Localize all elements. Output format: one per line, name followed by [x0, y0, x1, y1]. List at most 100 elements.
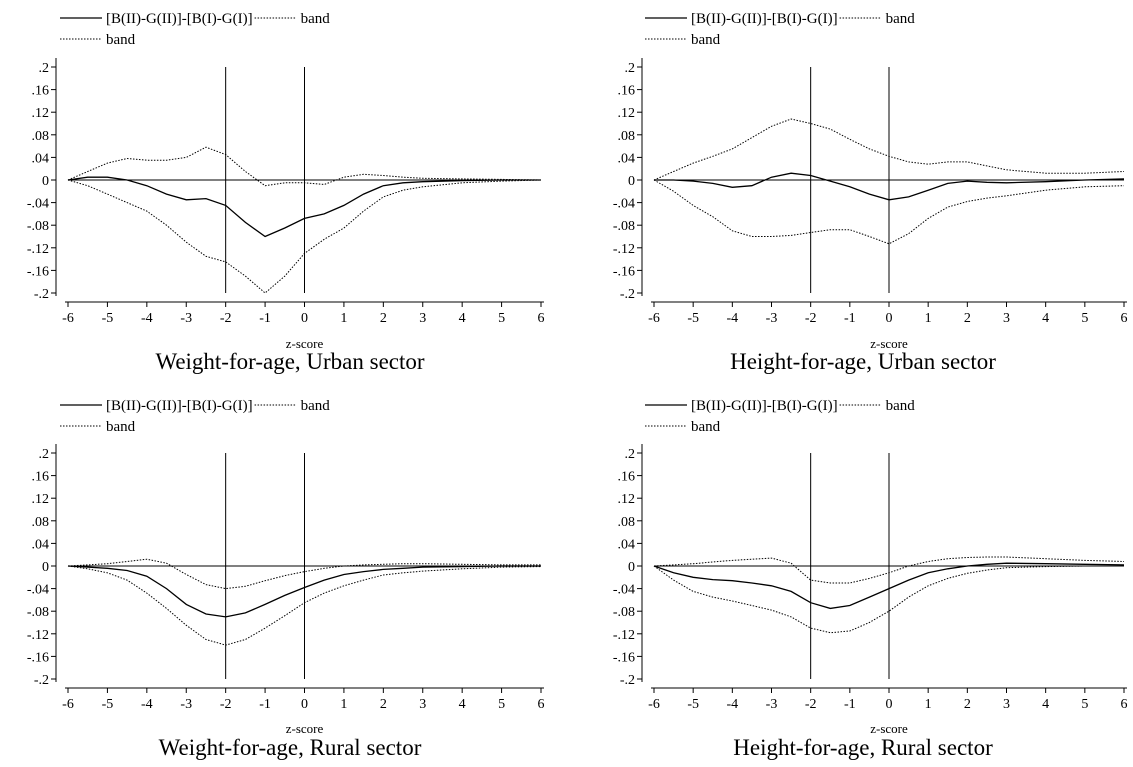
x-tick-label: 2 — [380, 697, 387, 712]
chart-panel: [B(II)-G(II)]-[B(I)-G(I)] band band .2 .16 .1… — [613, 398, 1128, 760]
x-tick-label: -1 — [844, 311, 856, 326]
y-tick-label: .2 — [39, 447, 50, 462]
series-line-difference — [67, 176, 541, 238]
x-tick-label: 1 — [340, 311, 347, 326]
y-tick-label: -.04 — [613, 583, 635, 598]
legend-label: band — [691, 32, 721, 48]
y-tick-label: 0 — [42, 560, 49, 575]
y-tick-label: -.12 — [27, 242, 49, 257]
y-tick-label: -.08 — [27, 219, 49, 234]
y-tick-label: 0 — [628, 174, 635, 189]
legend: [B(II)-G(II)]-[B(I)-G(I)] band band — [645, 11, 915, 48]
legend-label: [B(II)-G(II)]-[B(I)-G(I)] — [691, 11, 838, 27]
x-tick-label: -2 — [805, 311, 817, 326]
chart-panel: [B(II)-G(II)]-[B(I)-G(I)] band band .2 .16 .1… — [27, 11, 545, 374]
series-line-band — [653, 179, 1125, 245]
x-tick-label: -2 — [220, 311, 232, 326]
y-tick-label: -.2 — [620, 287, 635, 302]
y-tick-label: .16 — [618, 470, 636, 485]
chart-caption: Weight-for-age, Urban sector — [155, 349, 424, 374]
y-tick-label: .12 — [32, 106, 50, 121]
x-axis-label: z-score — [286, 336, 324, 351]
legend-label: band — [301, 398, 331, 414]
x-tick-label: -5 — [102, 311, 114, 326]
x-tick-label: 1 — [925, 697, 932, 712]
x-tick-label: -3 — [180, 697, 192, 712]
x-tick-label: 5 — [498, 311, 505, 326]
x-tick-label: 6 — [538, 311, 545, 326]
y-tick-label: .16 — [618, 84, 636, 99]
x-tick-label: 2 — [964, 697, 971, 712]
legend-label: band — [691, 419, 721, 435]
y-tick-label: .16 — [32, 470, 50, 485]
x-tick-label: -4 — [726, 311, 738, 326]
y-tick-label: -.2 — [34, 287, 49, 302]
series-line-difference — [654, 172, 1125, 201]
y-tick-label: .04 — [618, 537, 636, 552]
x-tick-label: 1 — [340, 697, 347, 712]
chart-panel: [B(II)-G(II)]-[B(I)-G(I)] band band .2 .16 .1… — [27, 398, 545, 760]
x-axis-label: z-score — [286, 721, 324, 736]
y-tick-label: -.12 — [613, 628, 635, 643]
x-tick-label: -5 — [687, 311, 699, 326]
y-tick-label: .2 — [39, 61, 50, 76]
y-tick-label: -.16 — [27, 650, 49, 665]
x-tick-label: 0 — [301, 311, 308, 326]
y-tick-label: .2 — [625, 447, 636, 462]
x-tick-label: -6 — [62, 697, 74, 712]
x-tick-label: -4 — [726, 697, 738, 712]
y-tick-label: -.04 — [613, 197, 635, 212]
y-tick-label: 0 — [628, 560, 635, 575]
y-tick-label: .08 — [32, 515, 50, 530]
x-tick-label: -6 — [648, 697, 660, 712]
x-tick-label: 1 — [925, 311, 932, 326]
x-tick-label: 6 — [538, 697, 545, 712]
legend: [B(II)-G(II)]-[B(I)-G(I)] band band — [60, 398, 330, 435]
x-tick-label: -5 — [687, 697, 699, 712]
x-tick-label: -6 — [648, 311, 660, 326]
x-axis-label: z-score — [870, 336, 908, 351]
legend-label: band — [886, 398, 916, 414]
x-tick-label: -4 — [141, 311, 153, 326]
y-tick-label: -.16 — [613, 650, 635, 665]
series-line-band — [67, 146, 542, 187]
legend-label: [B(II)-G(II)]-[B(I)-G(I)] — [106, 398, 253, 414]
x-tick-label: 3 — [1003, 697, 1010, 712]
x-tick-label: 6 — [1121, 311, 1128, 326]
x-tick-label: 3 — [419, 311, 426, 326]
legend-label: band — [886, 11, 916, 27]
y-tick-label: .08 — [618, 129, 636, 144]
x-tick-label: 0 — [886, 311, 893, 326]
legend-label: band — [106, 32, 136, 48]
x-axis-label: z-score — [870, 721, 908, 736]
y-tick-label: .2 — [625, 61, 636, 76]
legend-label: band — [301, 11, 331, 27]
x-tick-label: -3 — [180, 311, 192, 326]
x-tick-label: -3 — [766, 697, 778, 712]
x-tick-label: 6 — [1121, 697, 1128, 712]
x-tick-label: -4 — [141, 697, 153, 712]
y-tick-label: .04 — [618, 151, 636, 166]
x-tick-label: 3 — [419, 697, 426, 712]
y-tick-label: -.08 — [613, 219, 635, 234]
y-tick-label: -.12 — [613, 242, 635, 257]
x-tick-label: -3 — [766, 311, 778, 326]
legend-label: [B(II)-G(II)]-[B(I)-G(I)] — [106, 11, 253, 27]
y-tick-label: .12 — [618, 106, 636, 121]
y-tick-label: -.04 — [27, 197, 49, 212]
x-tick-label: 4 — [1042, 697, 1049, 712]
legend: [B(II)-G(II)]-[B(I)-G(I)] band band — [645, 398, 915, 435]
series-line-difference — [67, 565, 541, 618]
legend-label: band — [106, 419, 136, 435]
y-tick-label: .12 — [618, 492, 636, 507]
x-tick-label: -5 — [102, 697, 114, 712]
chart-caption: Weight-for-age, Rural sector — [159, 735, 422, 760]
y-tick-label: .12 — [32, 492, 50, 507]
y-tick-label: .16 — [32, 84, 50, 99]
y-tick-label: -.08 — [613, 605, 635, 620]
legend: [B(II)-G(II)]-[B(I)-G(I)] band band — [60, 11, 330, 48]
y-tick-label: .08 — [618, 515, 636, 530]
y-tick-label: -.16 — [27, 264, 49, 279]
x-tick-label: 4 — [459, 311, 466, 326]
x-tick-label: 5 — [1081, 697, 1088, 712]
